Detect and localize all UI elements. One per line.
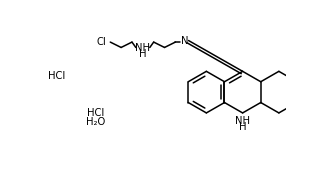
Text: HCl: HCl <box>48 71 66 81</box>
Text: H: H <box>239 122 246 132</box>
Text: NH: NH <box>235 116 250 126</box>
Text: NH: NH <box>135 43 150 53</box>
Text: H₂O: H₂O <box>86 117 105 127</box>
Text: Cl: Cl <box>96 37 106 47</box>
Text: N: N <box>181 36 189 45</box>
Text: HCl: HCl <box>87 108 104 118</box>
Text: H: H <box>139 49 147 59</box>
